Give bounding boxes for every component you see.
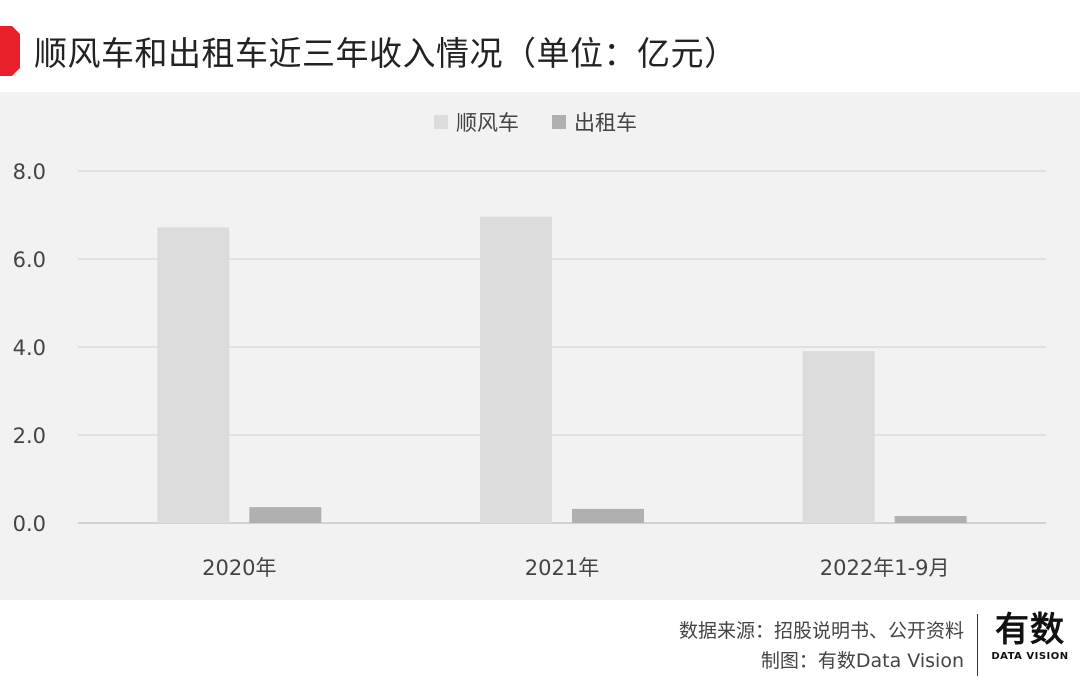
chart-area: 0.0 2.0 4.0 6.0 8.0 2020年 2021年 2022年1-9月 顺风车 出租车 [0,92,1080,600]
bar-shunfengche [157,227,230,523]
chart-title: 顺风车和出租车近三年收入情况（单位：亿元） [34,34,738,73]
header: 顺风车和出租车近三年收入情况（单位：亿元） [0,0,1080,92]
x-tick-label: 2020年 [202,556,276,580]
x-tick-label: 2021年 [525,556,599,580]
data-source-text: 数据来源：招股说明书、公开资料 [678,620,964,642]
bar-chart: 0.0 2.0 4.0 6.0 8.0 2020年 2021年 2022年1-9月 顺风车 出租车 [13,111,1046,580]
bar-chuzuche [894,515,967,523]
bar-chuzuche [572,508,644,523]
credit-text: 制图：有数Data Vision [760,650,964,672]
y-tick-label: 4.0 [13,336,46,360]
y-tick-label: 0.0 [13,512,46,536]
y-tick-label: 2.0 [13,424,46,448]
bar-chuzuche [249,507,322,523]
logo-sub-text: DATA VISION [991,651,1069,662]
y-tick-label: 6.0 [13,248,46,272]
legend-label: 顺风车 [456,111,519,135]
legend-label: 出租车 [574,111,637,135]
x-tick-label: 2022年1-9月 [820,556,950,580]
logo: 有数 DATA VISION [988,610,1072,664]
footer-divider [977,614,978,676]
y-tick-label: 8.0 [13,160,46,184]
legend-swatch [434,115,448,129]
bar-shunfengche [802,350,875,523]
logo-main-text: 有数 [995,610,1065,650]
footer: 数据来源：招股说明书、公开资料 制图：有数Data Vision 有数 DATA… [0,600,1080,689]
source-block: 数据来源：招股说明书、公开资料 制图：有数Data Vision [679,616,964,676]
title-accent-marker [0,26,20,76]
legend-swatch [552,115,566,129]
bar-shunfengche [480,216,552,523]
